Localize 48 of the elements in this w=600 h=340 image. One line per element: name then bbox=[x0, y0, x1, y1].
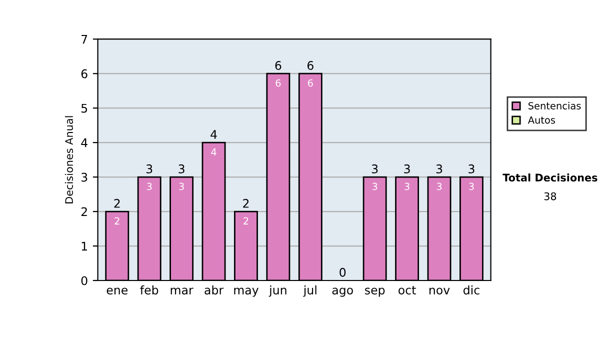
data-label: 2 bbox=[244, 217, 248, 224]
x-tick-label: oct bbox=[398, 286, 416, 294]
y-tick-label: 2 bbox=[81, 207, 87, 216]
x-tick-label: nov bbox=[429, 288, 450, 294]
x-tick-label: may bbox=[234, 288, 258, 297]
total-label: 0 bbox=[340, 268, 346, 277]
total-label: 3 bbox=[436, 164, 442, 174]
x-tick-label: jun bbox=[268, 285, 286, 297]
x-tick-label: ago bbox=[332, 288, 353, 297]
x-tick-label: abr bbox=[204, 285, 224, 294]
y-tick-label: 4 bbox=[81, 138, 88, 148]
legend-label: Sentencias bbox=[528, 102, 581, 110]
y-tick-label: 3 bbox=[81, 172, 88, 182]
y-tick-label: 1 bbox=[82, 242, 87, 250]
text: 38 bbox=[544, 192, 556, 200]
text: Total Decisiones bbox=[502, 173, 598, 182]
data-label: 3 bbox=[146, 182, 152, 190]
y-tick-label: 0 bbox=[81, 276, 88, 286]
total-label: 2 bbox=[243, 198, 249, 208]
data-label: 3 bbox=[372, 182, 378, 190]
y-tick-label: 7 bbox=[82, 34, 88, 44]
data-label: 3 bbox=[179, 182, 184, 190]
data-label: 2 bbox=[114, 217, 120, 224]
total-label: 4 bbox=[210, 130, 217, 139]
total-label: 3 bbox=[146, 164, 152, 174]
total-label: 3 bbox=[372, 164, 378, 174]
total-label: 6 bbox=[307, 60, 314, 70]
y-tick-label: 6 bbox=[81, 69, 88, 78]
data-label: 3 bbox=[404, 182, 410, 190]
data-label: 4 bbox=[211, 148, 216, 156]
data-label: 6 bbox=[308, 79, 313, 87]
total-label: 2 bbox=[114, 198, 120, 208]
data-label: 3 bbox=[469, 182, 474, 190]
y-axis-title: Decisiones Anual bbox=[64, 116, 73, 204]
total-label: 3 bbox=[178, 164, 184, 174]
total-label: 3 bbox=[468, 164, 474, 174]
x-tick-label: dic bbox=[463, 285, 480, 294]
x-tick-label: ene bbox=[106, 288, 128, 294]
total-label: 3 bbox=[404, 164, 410, 174]
data-label: 3 bbox=[436, 182, 442, 190]
total-label: 6 bbox=[275, 60, 282, 70]
x-tick-label: feb bbox=[140, 285, 158, 294]
x-tick-label: sep bbox=[365, 288, 385, 297]
data-label: 6 bbox=[276, 79, 281, 87]
legend-label: Autos bbox=[528, 116, 556, 124]
y-tick-label: 5 bbox=[81, 104, 88, 113]
x-tick-label: jul bbox=[303, 285, 316, 297]
x-tick-label: mar bbox=[170, 288, 194, 294]
